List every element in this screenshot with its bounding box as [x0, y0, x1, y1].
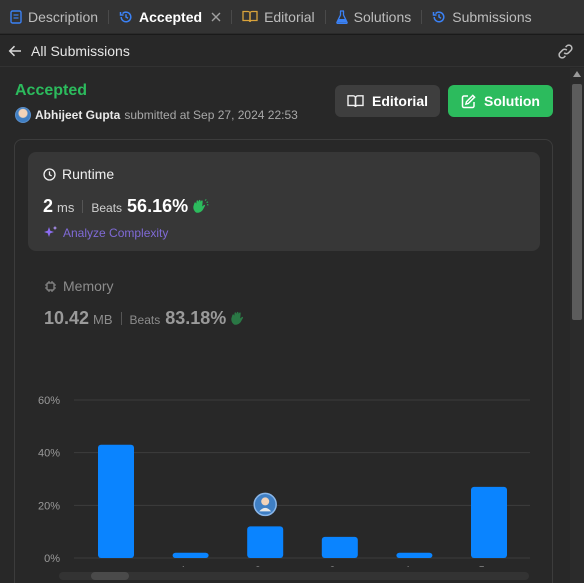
beats-label: Beats: [91, 201, 123, 215]
description-icon: [10, 9, 22, 24]
solution-button[interactable]: Solution: [448, 85, 553, 117]
runtime-title: Runtime: [43, 166, 114, 182]
chart-bar: [471, 486, 507, 558]
memory-title[interactable]: Memory: [44, 278, 114, 294]
tab-bar: Description Accepted Editorial Solutions…: [0, 0, 584, 34]
scroll-up-icon[interactable]: [573, 71, 581, 77]
panel-scrollbar[interactable]: [570, 68, 584, 583]
sparkle-icon: [43, 225, 58, 240]
book-icon: [347, 94, 364, 108]
chart-bar: [396, 552, 433, 558]
y-tick-label: 20%: [38, 500, 60, 512]
chart-bar: [247, 526, 284, 558]
tab-divider: [421, 9, 423, 24]
tab-divider: [324, 9, 326, 24]
x-tick-label: 3ms: [329, 565, 350, 567]
chip-icon: [44, 280, 57, 293]
avatar-body: [259, 507, 272, 512]
runtime-distribution-chart[interactable]: 0% 20% 40% 60% 1ms 2ms 3ms 4ms 5ms: [15, 362, 554, 567]
runtime-box[interactable]: Runtime 2 ms Beats 56.16% Analyze Comple…: [28, 152, 540, 251]
runtime-title-label: Runtime: [62, 166, 115, 182]
editorial-button-label: Editorial: [371, 93, 428, 109]
avatar-face: [261, 497, 270, 506]
tab-label: Editorial: [264, 8, 315, 25]
tab-editorial[interactable]: Editorial: [232, 0, 325, 34]
stats-card: Runtime 2 ms Beats 56.16% Analyze Comple…: [14, 139, 553, 583]
book-icon: [242, 10, 258, 23]
tab-label: Description: [28, 8, 99, 25]
y-tick-label: 0%: [44, 553, 60, 565]
history-icon: [119, 10, 133, 24]
scrollbar-thumb[interactable]: [572, 84, 582, 320]
y-tick-label: 60%: [38, 395, 60, 407]
memory-title-label: Memory: [63, 278, 114, 294]
x-tick-label: 4ms: [404, 565, 425, 567]
tab-label: Submissions: [452, 8, 532, 25]
memory-metric: 10.42 MB Beats 83.18%: [44, 308, 247, 329]
submission-panel: All Submissions Accepted Abhijeet Gupta …: [0, 35, 584, 583]
x-tick-label: 5ms: [479, 565, 500, 567]
username[interactable]: Abhijeet Gupta: [35, 108, 121, 122]
tab-divider: [231, 9, 233, 24]
x-tick-label: 1ms: [180, 565, 201, 567]
tab-accepted[interactable]: Accepted: [109, 0, 231, 34]
chart-bar: [98, 444, 134, 558]
runtime-beats-pct: 56.16%: [127, 196, 189, 216]
analyze-complexity-label: Analyze Complexity: [63, 225, 169, 240]
tab-submissions[interactable]: Submissions: [422, 0, 541, 34]
chart-bar: [172, 552, 209, 558]
clock-icon: [43, 167, 56, 181]
y-tick-label: 40%: [38, 448, 60, 460]
link-icon[interactable]: [557, 43, 574, 60]
submission-status: Accepted: [15, 82, 88, 99]
scrollbar-thumb[interactable]: [91, 572, 129, 580]
clap-icon: [192, 199, 209, 214]
all-submissions-link[interactable]: All Submissions: [31, 42, 130, 59]
runtime-metric: 2 ms Beats 56.16%: [43, 196, 209, 217]
divider: [82, 200, 84, 213]
analyze-complexity-link[interactable]: Analyze Complexity: [43, 225, 168, 240]
runtime-unit: ms: [57, 200, 75, 215]
divider: [120, 312, 122, 325]
tab-description[interactable]: Description: [0, 0, 108, 34]
runtime-value: 2: [43, 196, 54, 216]
chart-scrollbar[interactable]: [59, 572, 529, 580]
close-icon[interactable]: [211, 12, 221, 22]
submission-byline: Abhijeet Gupta submitted at Sep 27, 2024…: [15, 107, 298, 123]
submitted-time: submitted at Sep 27, 2024 22:53: [124, 108, 298, 122]
edit-icon: [461, 93, 476, 109]
avatar[interactable]: [15, 107, 31, 123]
editorial-button[interactable]: Editorial: [335, 85, 440, 117]
back-row: All Submissions: [0, 35, 584, 67]
clap-icon: [230, 311, 247, 326]
flask-icon: [335, 9, 348, 24]
chart-bar: [321, 536, 358, 558]
history-icon: [432, 10, 446, 24]
tab-label: Solutions: [353, 8, 412, 25]
tab-divider: [108, 9, 110, 24]
tab-label: Accepted: [139, 8, 203, 25]
solution-button-label: Solution: [484, 93, 540, 109]
arrow-left-icon[interactable]: [8, 45, 22, 57]
memory-unit: MB: [93, 312, 113, 327]
x-tick-label: 2ms: [255, 565, 276, 567]
memory-beats-pct: 83.18%: [165, 308, 227, 328]
memory-value: 10.42: [44, 308, 90, 328]
tab-solutions[interactable]: Solutions: [326, 0, 422, 34]
beats-label: Beats: [129, 313, 161, 327]
